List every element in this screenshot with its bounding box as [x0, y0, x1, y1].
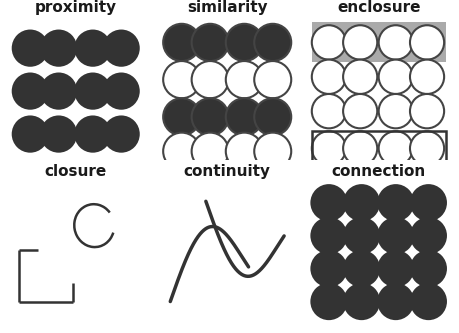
Ellipse shape [103, 30, 140, 67]
Ellipse shape [226, 61, 263, 98]
Ellipse shape [410, 217, 447, 254]
Ellipse shape [74, 116, 111, 153]
Ellipse shape [40, 116, 77, 153]
Ellipse shape [410, 131, 444, 166]
Ellipse shape [40, 30, 77, 67]
Ellipse shape [40, 73, 77, 110]
Ellipse shape [103, 116, 140, 153]
Ellipse shape [379, 131, 413, 166]
Ellipse shape [377, 283, 414, 320]
Ellipse shape [310, 217, 347, 254]
Ellipse shape [377, 217, 414, 254]
Bar [312, 131, 446, 166]
Ellipse shape [312, 60, 346, 94]
Ellipse shape [192, 24, 229, 61]
Ellipse shape [163, 61, 200, 98]
Ellipse shape [254, 61, 291, 98]
Bar [312, 22, 446, 63]
Ellipse shape [226, 24, 263, 61]
Ellipse shape [163, 133, 200, 170]
Title: similarity: similarity [187, 0, 268, 15]
Ellipse shape [192, 133, 229, 170]
Ellipse shape [312, 25, 346, 60]
Ellipse shape [343, 283, 380, 320]
Ellipse shape [343, 60, 377, 94]
Ellipse shape [192, 61, 229, 98]
Ellipse shape [410, 60, 444, 94]
Ellipse shape [192, 98, 229, 136]
Ellipse shape [310, 283, 347, 320]
Ellipse shape [12, 116, 49, 153]
Ellipse shape [163, 98, 200, 136]
Ellipse shape [163, 24, 200, 61]
Ellipse shape [310, 184, 347, 221]
Ellipse shape [343, 94, 377, 128]
Ellipse shape [343, 217, 380, 254]
Ellipse shape [377, 250, 414, 287]
Ellipse shape [254, 98, 291, 136]
Ellipse shape [410, 25, 444, 60]
Ellipse shape [379, 25, 413, 60]
Ellipse shape [312, 131, 346, 166]
Title: proximity: proximity [35, 0, 117, 15]
Title: closure: closure [45, 164, 107, 178]
Ellipse shape [226, 133, 263, 170]
Ellipse shape [254, 24, 291, 61]
Ellipse shape [343, 250, 380, 287]
Title: connection: connection [331, 164, 426, 178]
Title: continuity: continuity [184, 164, 271, 178]
Ellipse shape [12, 73, 49, 110]
Ellipse shape [312, 94, 346, 128]
Ellipse shape [379, 60, 413, 94]
Ellipse shape [12, 30, 49, 67]
Ellipse shape [343, 184, 380, 221]
Ellipse shape [343, 131, 377, 166]
Ellipse shape [254, 133, 291, 170]
Ellipse shape [410, 184, 447, 221]
Title: enclosure: enclosure [337, 0, 420, 15]
Ellipse shape [74, 73, 111, 110]
Ellipse shape [377, 184, 414, 221]
Ellipse shape [410, 283, 447, 320]
Ellipse shape [410, 94, 444, 128]
Ellipse shape [310, 250, 347, 287]
Ellipse shape [226, 98, 263, 136]
Ellipse shape [379, 94, 413, 128]
Ellipse shape [343, 25, 377, 60]
Ellipse shape [103, 73, 140, 110]
Ellipse shape [74, 30, 111, 67]
Ellipse shape [410, 250, 447, 287]
